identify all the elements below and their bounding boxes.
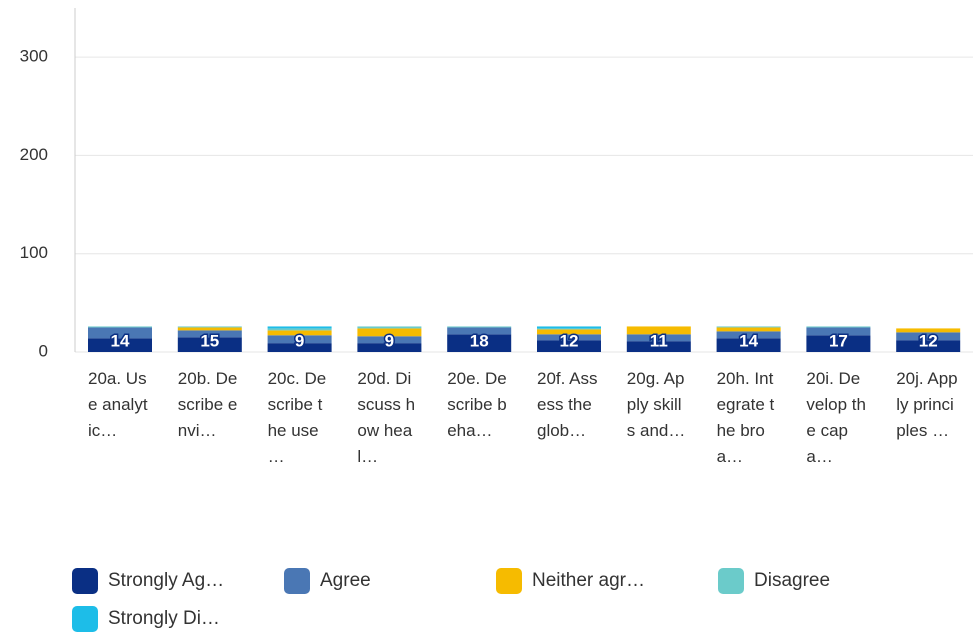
bar-segment: [177, 337, 242, 352]
bar-segment: [537, 334, 601, 341]
legend-swatch: [496, 568, 522, 594]
x-tick-label: 20f. Assess the glob…: [537, 369, 598, 440]
legend-swatch: [718, 568, 744, 594]
value-label: 9: [295, 331, 304, 350]
legend-item: Disagree: [718, 568, 830, 594]
legend-label: Strongly Ag…: [108, 570, 225, 591]
legend-swatch: [72, 606, 98, 632]
x-tick-label: 20a. Use analytic…: [88, 369, 148, 440]
value-label: 14: [739, 331, 758, 350]
x-tick-label: 20i. Develop the capa…: [806, 369, 866, 466]
bar-segment: [177, 326, 242, 328]
bar-segment: [806, 335, 871, 352]
legend-item: Neither agr…: [496, 568, 645, 594]
bar-segment: [896, 332, 961, 341]
value-label: 18: [470, 331, 489, 350]
bar-segment: [177, 327, 242, 331]
bar-segment: [537, 340, 601, 352]
bar-segment: [626, 334, 691, 342]
y-tick-label: 100: [20, 243, 48, 262]
bar-segment: [267, 330, 332, 336]
legend-swatch: [72, 568, 98, 594]
bar-segment: [267, 343, 332, 352]
x-tick-label: 20b. Describe envi…: [177, 369, 238, 440]
value-label: 15: [200, 331, 219, 350]
bar-segment: [177, 330, 242, 338]
legend-item: Strongly Di…: [72, 606, 220, 632]
bar-segment: [626, 326, 691, 335]
x-tick-label: 20j. Apply principles …: [896, 369, 958, 440]
bar-segment: [357, 343, 422, 352]
x-tick-label: 20e. Describe beha…: [447, 369, 507, 440]
x-tick-label: 20h. Integrate the broa…: [716, 369, 775, 466]
bar-segment: [267, 335, 332, 344]
y-tick-label: 200: [20, 145, 48, 164]
bar-segment: [88, 326, 152, 328]
value-label: 17: [829, 331, 848, 350]
value-label: 11: [650, 331, 668, 350]
y-tick-label: 0: [39, 341, 48, 360]
bar-segment: [716, 338, 781, 352]
bar-segment: [716, 331, 781, 339]
bar-segment: [626, 341, 691, 352]
x-tick-label: 20g. Apply skills and…: [626, 369, 686, 440]
legend-label: Neither agr…: [532, 570, 645, 591]
bar-segment: [357, 326, 422, 329]
x-tick-label: 20d. Discuss how heal…: [357, 369, 416, 466]
bar-segment: [88, 338, 152, 352]
legend-label: Disagree: [754, 570, 831, 591]
value-label: 14: [111, 331, 130, 350]
bar-segment: [716, 327, 781, 332]
legend-label: Strongly Di…: [108, 608, 220, 629]
bar-segment: [896, 328, 961, 333]
legend-item: Agree: [284, 568, 371, 594]
bar-segment: [267, 326, 332, 329]
bar-segment: [447, 334, 512, 352]
legend-item: Strongly Ag…: [72, 568, 224, 594]
value-label: 12: [560, 331, 579, 350]
bar-segment: [896, 340, 961, 352]
bar-segment: [806, 327, 871, 336]
bar-segment: [537, 329, 601, 335]
bar-segment: [357, 328, 422, 337]
bar-segment: [88, 327, 152, 339]
bar-segment: [716, 326, 781, 328]
bar-segment: [806, 326, 871, 328]
bar-segment: [537, 326, 601, 329]
bar-segment: [447, 326, 512, 328]
x-tick-label: 20c. Describe the use …: [267, 369, 327, 466]
value-label: 9: [385, 331, 394, 350]
value-label: 12: [919, 331, 938, 350]
legend-label: Agree: [320, 570, 371, 591]
bar-segment: [267, 328, 332, 331]
bar-segment: [447, 327, 512, 335]
bar-segment: [357, 336, 422, 344]
legend-swatch: [284, 568, 310, 594]
y-tick-label: 300: [20, 47, 48, 66]
bar-segment: [537, 328, 601, 330]
